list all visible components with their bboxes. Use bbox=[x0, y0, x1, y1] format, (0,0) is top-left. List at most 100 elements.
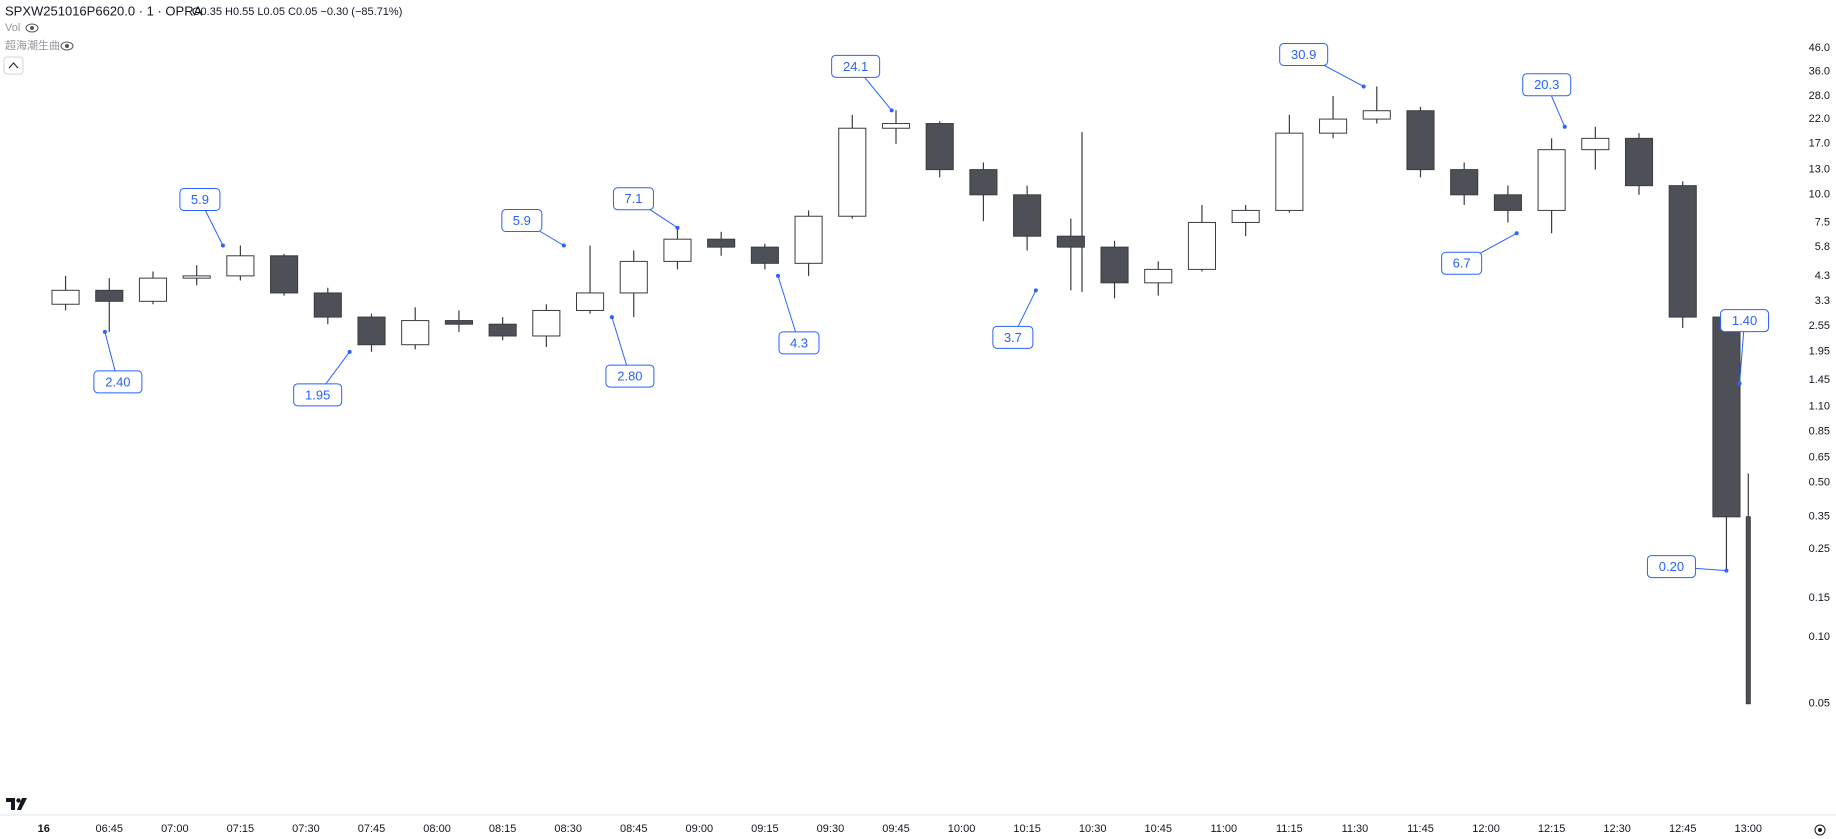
x-tick-label: 10:15 bbox=[1013, 823, 1041, 835]
x-tick-label: 07:00 bbox=[161, 823, 189, 835]
annotation-label: 5.9 bbox=[513, 213, 531, 228]
x-tick-label: 09:00 bbox=[686, 823, 714, 835]
annotation-label: 5.9 bbox=[191, 192, 209, 207]
candle-body bbox=[1013, 194, 1042, 237]
logo[interactable] bbox=[6, 798, 27, 810]
y-tick-label: 13.0 bbox=[1809, 164, 1830, 176]
collapse-button[interactable] bbox=[3, 56, 24, 75]
x-tick-label: 08:15 bbox=[489, 823, 517, 835]
x-tick-label: 09:30 bbox=[817, 823, 845, 835]
x-tick-label: 07:30 bbox=[292, 823, 320, 835]
x-tick-label: 07:15 bbox=[227, 823, 255, 835]
annotation-box bbox=[831, 54, 881, 78]
candle-body bbox=[1231, 209, 1260, 223]
annotation-point bbox=[1361, 84, 1366, 89]
annotation-point bbox=[775, 273, 780, 278]
annotation-box bbox=[1441, 251, 1483, 275]
vol-label: Vol bbox=[5, 22, 20, 34]
settings-icon[interactable] bbox=[1814, 824, 1826, 836]
ohlc: O0.35 H0.55 L0.05 C0.05 −0.30 (−85.71%) bbox=[192, 6, 402, 18]
annotation-label: 1.40 bbox=[1732, 313, 1757, 328]
annotation-label: 30.9 bbox=[1291, 47, 1316, 62]
y-tick-label: 46.0 bbox=[1809, 42, 1830, 54]
annotation-box bbox=[179, 187, 221, 211]
candle-body bbox=[182, 275, 211, 279]
annotation-point bbox=[220, 243, 225, 248]
x-tick-label: 12:15 bbox=[1538, 823, 1566, 835]
x-tick-label: 12:30 bbox=[1603, 823, 1631, 835]
symbol: SPXW251016P6620.0 · 1 · OPRA bbox=[5, 3, 203, 18]
candle-body bbox=[925, 123, 954, 171]
x-tick-label: 12:00 bbox=[1472, 823, 1500, 835]
candle-body bbox=[881, 123, 911, 129]
eye-icon[interactable] bbox=[60, 41, 74, 51]
annotation-box bbox=[612, 187, 654, 211]
indicator-label: 超海潮生曲 bbox=[5, 38, 60, 52]
annotation-point bbox=[1033, 288, 1038, 293]
candle-body bbox=[663, 238, 692, 262]
x-tick-label: 10:00 bbox=[948, 823, 976, 835]
x-tick-label: 12:45 bbox=[1669, 823, 1697, 835]
y-tick-label: 28.0 bbox=[1809, 90, 1830, 102]
x-tick-label: 11:30 bbox=[1342, 823, 1369, 835]
candle-body bbox=[1100, 246, 1129, 284]
annotation-point bbox=[561, 243, 566, 248]
annotation-point bbox=[889, 108, 894, 113]
candle-body bbox=[313, 292, 342, 318]
candle-body bbox=[1275, 132, 1304, 211]
annotation-box bbox=[1720, 309, 1770, 333]
y-tick-label: 5.8 bbox=[1815, 241, 1830, 253]
candle-body bbox=[1319, 118, 1348, 134]
y-tick-label: 0.85 bbox=[1809, 426, 1830, 438]
y-tick-label: 0.50 bbox=[1809, 476, 1830, 488]
annotation-point bbox=[1514, 231, 1519, 236]
annotation-label: 20.3 bbox=[1534, 77, 1559, 92]
candle-body bbox=[138, 277, 168, 302]
annotation-box bbox=[1646, 555, 1696, 579]
candle-body bbox=[1624, 137, 1654, 187]
candle-body bbox=[1144, 268, 1173, 284]
y-tick-label: 0.65 bbox=[1809, 451, 1830, 463]
candle-body bbox=[575, 292, 605, 311]
candle-body bbox=[532, 309, 561, 337]
y-tick-label: 3.3 bbox=[1815, 295, 1830, 307]
candle-body bbox=[1187, 221, 1217, 270]
y-tick-label: 1.10 bbox=[1809, 401, 1830, 413]
y-tick-label: 1.45 bbox=[1809, 374, 1830, 386]
x-tick-label: 10:45 bbox=[1144, 823, 1172, 835]
candle-body bbox=[794, 215, 823, 264]
x-tick-label: 11:00 bbox=[1210, 823, 1237, 835]
y-tick-label: 17.0 bbox=[1809, 138, 1830, 150]
annotation-box bbox=[605, 364, 655, 388]
y-tick-label: 2.55 bbox=[1809, 320, 1830, 332]
annotation-point bbox=[1562, 124, 1567, 129]
candle-body bbox=[444, 320, 473, 325]
candle-body bbox=[1362, 110, 1391, 120]
annotation-box bbox=[93, 370, 143, 394]
y-tick-label: 7.5 bbox=[1815, 216, 1830, 228]
candle-body bbox=[1406, 110, 1435, 171]
annotation-point bbox=[609, 315, 614, 320]
annotation-point bbox=[1737, 381, 1742, 386]
candle-body bbox=[1450, 169, 1479, 196]
x-tick-label: 16 bbox=[38, 823, 50, 835]
candle-body bbox=[270, 255, 299, 294]
annotation-point bbox=[675, 225, 680, 230]
y-tick-label: 0.05 bbox=[1809, 698, 1830, 710]
annotation-label: 7.1 bbox=[624, 191, 642, 206]
annotation-label: 4.3 bbox=[790, 335, 808, 350]
x-tick-label: 13:00 bbox=[1735, 823, 1763, 835]
candle-body bbox=[51, 289, 80, 305]
candle-body bbox=[838, 127, 867, 217]
annotation-label: 3.7 bbox=[1004, 330, 1022, 345]
y-tick-label: 0.25 bbox=[1809, 543, 1830, 555]
x-tick-label: 08:30 bbox=[554, 823, 582, 835]
annotation-box bbox=[778, 331, 820, 355]
y-tick-label: 0.10 bbox=[1809, 631, 1830, 643]
annotation-point bbox=[1724, 568, 1729, 573]
eye-icon[interactable] bbox=[25, 23, 39, 33]
x-tick-label: 08:45 bbox=[620, 823, 648, 835]
annotation-label: 2.40 bbox=[105, 374, 130, 389]
candle-body bbox=[1056, 235, 1085, 248]
